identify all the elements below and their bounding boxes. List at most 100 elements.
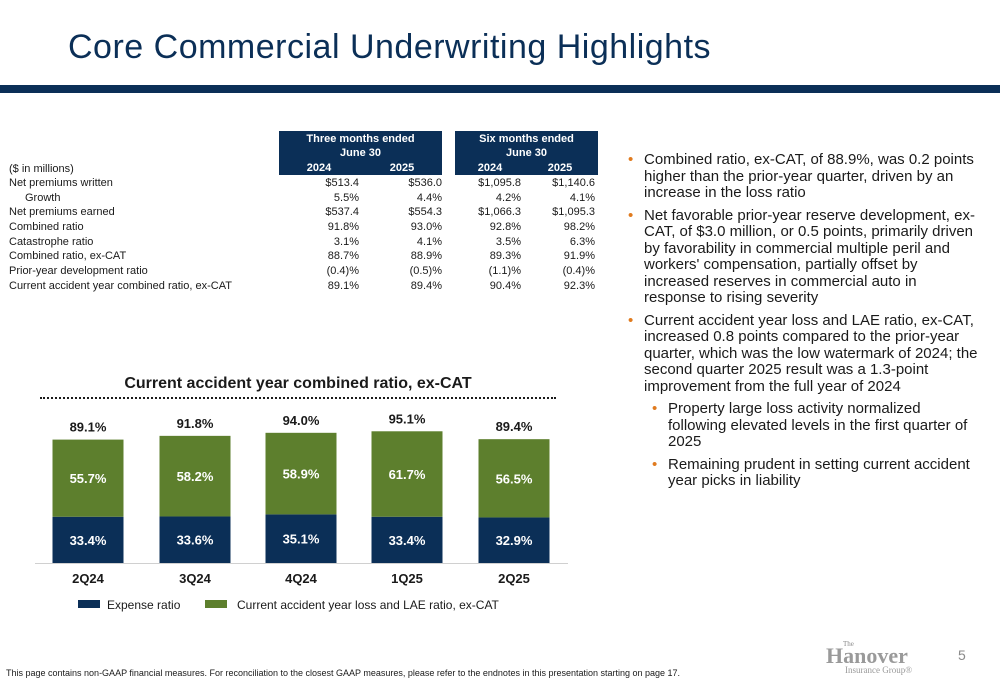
year-label: 2024: [477, 162, 503, 174]
bar-expense: [52, 516, 124, 563]
table-header-three-months: Three months ended June 30: [279, 131, 442, 161]
row-label: Combined ratio, ex-CAT: [9, 250, 127, 262]
row-value: 93.0%: [410, 221, 442, 233]
row-value: $513.4: [325, 177, 359, 189]
year-header-row-three: 2024 2025: [279, 161, 442, 175]
legend-label-expense: Expense ratio: [107, 598, 181, 612]
bullet-text: Combined ratio, ex-CAT, of 88.9%, was 0.…: [644, 151, 974, 201]
row-value: $537.4: [325, 206, 359, 218]
bar-data-label: 55.7%: [70, 471, 107, 486]
bullet-marker: •: [652, 455, 658, 473]
row-value: 4.2%: [495, 192, 521, 204]
bar-data-label: 35.1%: [283, 532, 320, 547]
x-tick-label: 4Q24: [285, 571, 318, 586]
bullet-item: • Combined ratio, ex-CAT, of 88.9%, was 0…: [628, 151, 978, 202]
row-value: 89.1%: [327, 280, 359, 292]
row-value: (0.5)%: [409, 265, 442, 277]
x-tick-label: 1Q25: [391, 571, 423, 586]
bar-total-label: 95.1%: [389, 411, 426, 426]
legend-label-loss: Current accident year loss and LAE ratio…: [237, 598, 499, 612]
bar-data-label: 61.7%: [389, 467, 426, 482]
row-value: $1,140.6: [552, 177, 595, 189]
bar-data-label: 33.6%: [177, 533, 214, 548]
row-label: Catastrophe ratio: [9, 236, 94, 248]
bar-data-label: 56.5%: [496, 471, 533, 486]
row-value: 88.9%: [410, 250, 442, 262]
bar-data-label: 32.9%: [496, 533, 533, 548]
sub-bullet-item: • Property large loss activity normalized…: [628, 400, 978, 451]
row-label: Combined ratio: [9, 221, 84, 233]
header-line1: Six months ended: [479, 133, 574, 145]
row-value: 5.5%: [333, 192, 359, 204]
bar-loss: [371, 431, 443, 517]
row-label: Current accident year combined ratio, ex…: [9, 280, 232, 292]
bullet-text: Remaining prudent in setting current acc…: [668, 455, 970, 489]
bar-total-label: 89.1%: [70, 420, 107, 435]
row-value: 92.3%: [563, 280, 595, 292]
x-tick-label: 2Q24: [72, 571, 105, 586]
bullet-marker: •: [628, 151, 634, 168]
x-tick-label: 2Q25: [498, 571, 530, 586]
logo-name: Hanover: [826, 643, 908, 668]
row-value: 98.2%: [563, 221, 595, 233]
bar-data-label: 33.4%: [70, 533, 107, 548]
bullet-marker: •: [628, 311, 634, 329]
header-line2: June 30: [506, 147, 547, 159]
bullet-marker: •: [628, 206, 634, 224]
row-value: (1.1)%: [488, 265, 521, 277]
row-value: 88.7%: [327, 250, 359, 262]
bar-data-label: 58.2%: [177, 469, 214, 484]
row-value: $1,095.3: [552, 206, 595, 218]
row-value: (0.4)%: [326, 265, 359, 277]
bar-total-label: 89.4%: [496, 419, 533, 434]
legend-swatch-expense: [78, 600, 100, 608]
year-header-row-six: 2024 2025: [455, 161, 598, 175]
page-title: Core Commercial Underwriting Highlights: [68, 28, 712, 66]
title-rule: [0, 85, 1000, 93]
bar-expense: [159, 516, 231, 563]
bullet-text: Net favorable prior-year reserve develop…: [644, 206, 975, 306]
bar-data-label: 33.4%: [389, 533, 426, 548]
row-value: $1,095.8: [478, 177, 521, 189]
row-value: 90.4%: [489, 280, 521, 292]
bar-total-label: 91.8%: [177, 416, 214, 431]
year-label: 2024: [306, 162, 332, 174]
chart-divider: [40, 397, 556, 399]
chart-title: Current accident year combined ratio, ex…: [124, 375, 472, 392]
logo-group: Insurance Group®: [845, 665, 913, 675]
header-line1: Three months ended: [306, 133, 415, 145]
logo-the: The: [843, 640, 854, 648]
row-label: Net premiums written: [9, 177, 113, 189]
row-value: $554.3: [408, 206, 442, 218]
bar-loss: [159, 435, 231, 517]
legend-swatch-loss: [205, 600, 227, 608]
row-value: 4.1%: [569, 192, 595, 204]
row-label: Prior-year development ratio: [9, 265, 148, 277]
row-value: 6.3%: [569, 236, 595, 248]
row-value: $536.0: [408, 177, 442, 189]
table-header-six-months: Six months ended June 30: [455, 131, 598, 161]
row-value: 4.1%: [416, 236, 442, 248]
sub-bullet-item: • Remaining prudent in setting current ac…: [628, 455, 978, 490]
row-value: 89.4%: [410, 280, 442, 292]
bullet-marker: •: [652, 400, 658, 417]
row-value: 91.9%: [563, 250, 595, 262]
year-label: 2025: [547, 162, 573, 174]
bullet-text: Current accident year loss and LAE ratio…: [644, 311, 978, 395]
row-value: 4.4%: [416, 192, 442, 204]
bar-total-label: 94.0%: [283, 413, 320, 428]
row-value: $1,066.3: [478, 206, 521, 218]
bar-data-label: 58.9%: [283, 467, 320, 482]
highlights-bullets: • Combined ratio, ex-CAT, of 88.9%, was 0…: [628, 151, 978, 496]
bar-expense: [371, 516, 443, 563]
row-value: 92.8%: [489, 221, 521, 233]
row-value: 91.8%: [327, 221, 359, 233]
bullet-item: • Current accident year loss and LAE rati…: [628, 311, 978, 396]
bullet-text: Property large loss activity normalized …: [668, 400, 968, 450]
row-label: Growth: [25, 192, 61, 204]
row-value: (0.4)%: [562, 265, 595, 277]
row-value: 3.1%: [333, 236, 359, 248]
row-value: 89.3%: [489, 250, 521, 262]
units-label: ($ in millions): [9, 163, 74, 175]
hanover-logo: The Hanover Insurance Group®: [823, 640, 928, 675]
